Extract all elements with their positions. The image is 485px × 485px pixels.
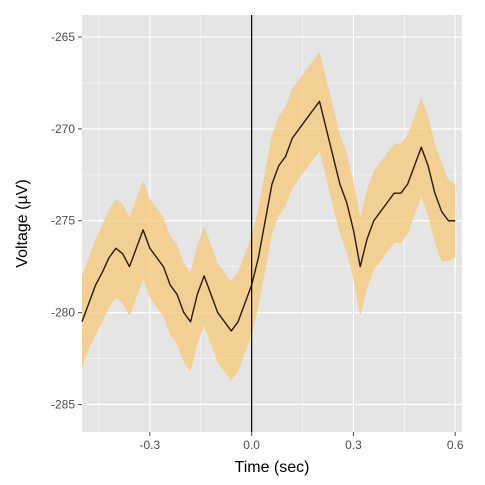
y-tick-label: -285 <box>51 397 75 411</box>
x-tick-label: 0.0 <box>243 438 260 452</box>
y-tick-label: -270 <box>51 122 75 136</box>
y-axis-ticks: -265 -270 -275 -280 -285 <box>51 30 82 411</box>
voltage-line <box>81 100 456 332</box>
x-axis-ticks: -0.3 0.0 0.3 0.6 <box>140 432 464 452</box>
y-tick-label: -275 <box>51 214 75 228</box>
y-tick-label: -265 <box>51 30 75 44</box>
x-axis-title: Time (sec) <box>235 459 310 476</box>
x-tick-label: 0.3 <box>345 438 362 452</box>
y-tick-label: -280 <box>51 306 75 320</box>
x-tick-label: -0.3 <box>140 438 161 452</box>
x-tick-label: 0.6 <box>447 438 464 452</box>
y-axis-title: Voltage (µV) <box>14 179 31 267</box>
confidence-band <box>82 51 456 381</box>
